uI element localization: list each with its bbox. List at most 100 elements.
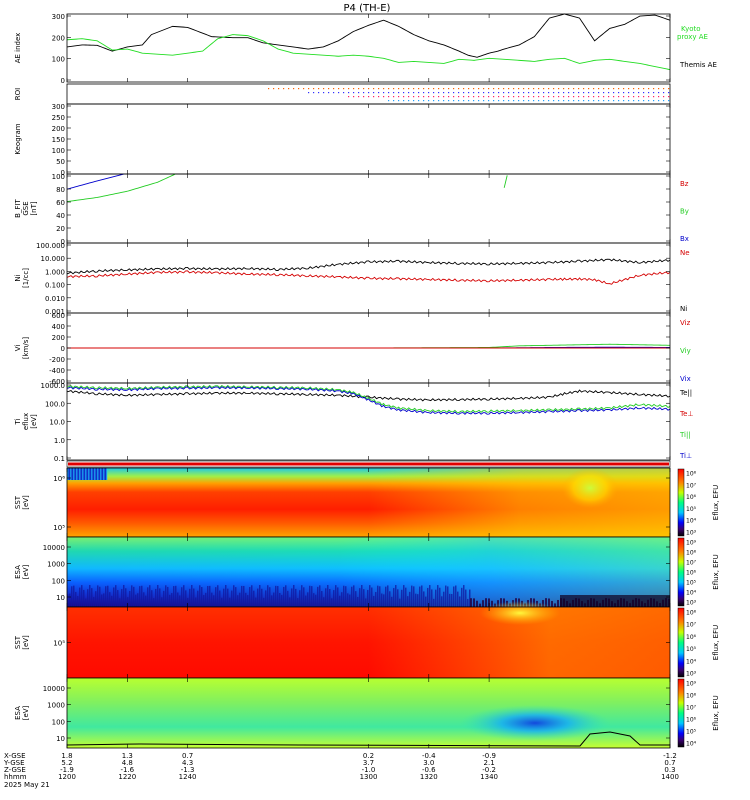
roi-dot <box>548 96 550 98</box>
esa-omni-dark-late <box>560 595 670 607</box>
roi-dot <box>333 88 335 90</box>
esa-omni-low-energy-stripe <box>429 585 431 607</box>
esa-omni-low-energy-stripe <box>331 598 333 607</box>
esa-omni-low-energy-stripe <box>265 590 267 607</box>
esa-omni-low-energy-stripe <box>369 585 371 607</box>
roi-dot <box>513 96 515 98</box>
esa-omni-panel-colorbar-tick: 10⁹ <box>686 540 697 547</box>
roi-dot <box>388 92 390 94</box>
roi-dot <box>608 100 610 102</box>
temperature-panel-ytick-label: 10.0 <box>49 419 65 427</box>
roi-dot <box>458 88 460 90</box>
esa-omni-low-energy-stripe <box>181 587 183 607</box>
esa-omni-low-energy-stripe <box>93 596 95 607</box>
xaxis-row-label-2: Z-GSE <box>4 766 26 774</box>
sst-omni-stripe <box>76 468 78 480</box>
esa-omni-low-energy-stripe <box>439 587 441 607</box>
xaxis-zgse: -0.6 <box>422 766 436 774</box>
roi-dot <box>448 92 450 94</box>
sst-omni-panel-colorbar <box>677 468 685 537</box>
esa-electron-panel-ytick-label: 100 <box>52 718 65 726</box>
roi-dot <box>453 88 455 90</box>
roi-dot <box>538 100 540 102</box>
roi-dot <box>648 88 650 90</box>
sst-omni-stripe <box>82 468 84 480</box>
roi-dot <box>368 92 370 94</box>
esa-omni-dark-stripe <box>473 598 475 607</box>
esa-omni-low-energy-stripe <box>125 588 127 607</box>
velocity-panel-legend-1: Viy <box>680 347 691 355</box>
roi-dot <box>543 96 545 98</box>
roi-dot <box>488 100 490 102</box>
esa-omni-low-energy-stripe <box>221 597 223 607</box>
esa-omni-low-energy-stripe <box>155 588 157 607</box>
roi-dot <box>658 96 660 98</box>
roi-dot <box>518 88 520 90</box>
roi-dot <box>583 88 585 90</box>
sst-electron-panel: 10⁵ SST [eV] 10⁸ 10⁷ 10⁶ 10⁵ 10⁴ 10³ Eflux, EFU <box>14 601 720 679</box>
roi-dot <box>538 88 540 90</box>
roi-dot <box>498 92 500 94</box>
roi-dot <box>568 100 570 102</box>
esa-omni-low-energy-stripe <box>375 592 377 607</box>
roi-dot <box>588 96 590 98</box>
esa-omni-low-energy-stripe <box>435 589 437 607</box>
bfit-panel-ytick-label: 60 <box>56 199 65 207</box>
roi-dot <box>373 92 375 94</box>
esa-omni-low-energy-stripe <box>341 592 343 607</box>
roi-dot <box>648 92 650 94</box>
esa-omni-low-energy-stripe <box>137 593 139 607</box>
esa-omni-low-energy-stripe <box>257 588 259 607</box>
roi-dot <box>358 88 360 90</box>
esa-omni-low-energy-stripe <box>343 585 345 607</box>
roi-dot <box>528 92 530 94</box>
roi-dot <box>663 100 665 102</box>
velocity-panel-ytick-label: -400 <box>49 367 65 375</box>
esa-omni-low-energy-stripe <box>175 585 177 607</box>
esa-omni-low-energy-stripe <box>231 590 233 607</box>
temperature-panel-legend-0: Te|| <box>679 389 692 397</box>
roi-dot <box>503 100 505 102</box>
roi-dot <box>393 92 395 94</box>
esa-omni-low-energy-stripe <box>187 597 189 607</box>
roi-dot <box>608 88 610 90</box>
esa-omni-dark-stripe <box>548 598 550 607</box>
density-panel-legend-1: Ni <box>680 305 687 313</box>
esa-omni-low-energy-stripe <box>153 598 155 607</box>
roi-dot <box>553 96 555 98</box>
sst-electron-panel-colorbar-tick: 10⁴ <box>686 658 697 665</box>
roi-dot <box>543 100 545 102</box>
density-panel-ytick-label: 10.000 <box>41 255 66 263</box>
roi-dot <box>308 92 310 94</box>
esa-electron-panel-ylabel-0: ESA <box>14 706 22 720</box>
esa-omni-low-energy-stripe <box>351 586 353 607</box>
density-panel-ylabel-0: Ni <box>14 274 22 281</box>
roi-dot <box>273 88 275 90</box>
roi-dot <box>638 100 640 102</box>
roi-dot <box>508 96 510 98</box>
roi-dot <box>598 88 600 90</box>
esa-electron-panel-colorbar <box>677 678 685 748</box>
roi-dot <box>428 100 430 102</box>
roi-dot <box>578 92 580 94</box>
esa-omni-low-energy-stripe <box>189 588 191 607</box>
esa-omni-low-energy-stripe <box>241 585 243 607</box>
roi-dot <box>433 96 435 98</box>
esa-omni-panel-colorbar-tick: 10⁷ <box>686 560 697 567</box>
esa-omni-low-energy-stripe <box>239 592 241 607</box>
roi-dot <box>483 92 485 94</box>
esa-omni-low-energy-stripe <box>183 585 185 607</box>
temperature-panel-ylabel-1: eflux <box>22 413 30 430</box>
temperature-panel-legend-2: Ti|| <box>679 431 691 439</box>
roi-dot <box>543 88 545 90</box>
sst-omni-stripe <box>67 468 69 480</box>
ae-index-panel-series-kyotoproxyae <box>66 34 671 71</box>
esa-omni-low-energy-stripe <box>347 593 349 607</box>
esa-omni-low-energy-stripe <box>457 591 459 607</box>
roi-dot <box>468 96 470 98</box>
esa-omni-low-energy-stripe <box>253 590 255 607</box>
sst-electron-panel-ylabel-1: [eV] <box>22 635 30 650</box>
roi-dot <box>468 88 470 90</box>
esa-omni-low-energy-stripe <box>421 585 423 607</box>
